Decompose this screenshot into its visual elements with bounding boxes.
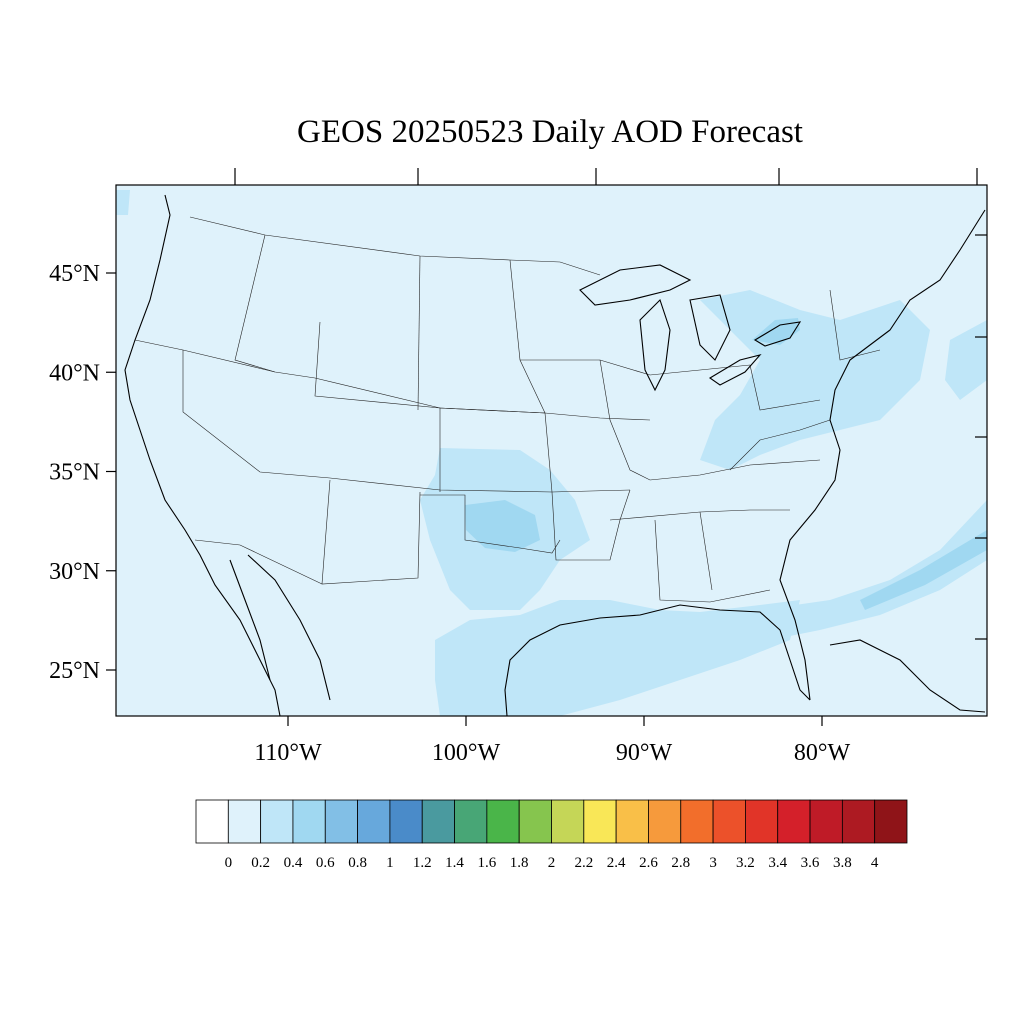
lat-tick-label: 40°N	[49, 360, 100, 386]
colorbar-swatch	[486, 799, 520, 844]
colorbar-swatch	[777, 799, 811, 844]
lake-huron	[689, 294, 731, 361]
lon-tick-label: 80°W	[794, 740, 851, 766]
colorbar-tick-label: 1	[386, 855, 394, 871]
lake-ontario	[753, 321, 802, 347]
colorbar-swatch	[712, 799, 746, 844]
atlantic-coastline	[779, 209, 986, 701]
aod-plume-oklahoma-core	[465, 500, 540, 552]
map-area	[116, 185, 987, 716]
lat-tick-label: 30°N	[49, 559, 100, 585]
mexico-west-coastline	[247, 554, 331, 701]
colorbar-tick-label: 0	[225, 855, 233, 871]
aod-plume-north-atlantic	[945, 320, 987, 400]
colorbar-tick-label: 2	[548, 855, 556, 871]
top-axis-ticks	[234, 168, 978, 185]
colorbar-tick-label: 2.8	[671, 855, 690, 871]
colorbar-tick-label: 3.8	[833, 855, 852, 871]
colorbar-tick-label: 3.2	[736, 855, 755, 871]
lake-erie	[708, 354, 762, 386]
colorbar-swatch	[615, 799, 649, 844]
colorbar-swatch	[421, 799, 455, 844]
lat-tick-label: 45°N	[49, 261, 100, 287]
caribbean-islands	[829, 639, 986, 713]
colorbar-swatch	[389, 799, 423, 844]
coastlines	[124, 194, 986, 716]
colorbar-tick-label: 0.8	[348, 855, 367, 871]
colorbar	[195, 799, 908, 844]
colorbar-swatch	[260, 799, 294, 844]
colorbar-swatch	[583, 799, 617, 844]
colorbar-swatch	[745, 799, 779, 844]
colorbar-tick-label: 0.4	[284, 855, 303, 871]
colorbar-tick-label: 2.4	[607, 855, 626, 871]
colorbar-swatch	[809, 799, 843, 844]
baja-coastline	[229, 559, 271, 681]
map-frame	[115, 184, 988, 717]
colorbar-tick-label: 1.8	[510, 855, 529, 871]
colorbar-swatch	[518, 799, 552, 844]
colorbar-tick-label: 2.2	[574, 855, 593, 871]
lon-tick-label: 110°W	[254, 740, 322, 766]
colorbar-swatch	[195, 799, 229, 844]
lake-michigan	[639, 298, 671, 392]
colorbar-swatch	[227, 799, 262, 844]
west-coastline	[124, 194, 281, 716]
colorbar-tick-label: 0.2	[251, 855, 270, 871]
aod-plume-northeast	[700, 290, 930, 470]
colorbar-tick-label: 3.6	[801, 855, 820, 871]
colorbar-swatch	[292, 799, 326, 844]
lat-tick-label: 25°N	[49, 658, 100, 684]
lake-superior	[579, 264, 692, 306]
aod-plume-northwest	[116, 190, 130, 215]
colorbar-tick-label: 1.2	[413, 855, 432, 871]
colorbar-tick-label: 1.6	[477, 855, 496, 871]
colorbar-swatch	[648, 799, 682, 844]
colorbar-tick-label: 3	[709, 855, 717, 871]
aod-plumes	[116, 190, 987, 716]
lon-tick-label: 100°W	[432, 740, 501, 766]
colorbar-tick-label: 1.4	[445, 855, 464, 871]
right-axis-ticks	[975, 234, 987, 640]
gulf-coastline	[504, 604, 811, 716]
colorbar-swatch	[551, 799, 585, 844]
colorbar-tick-label: 0.6	[316, 855, 335, 871]
colorbar-swatch	[680, 799, 714, 844]
colorbar-swatch	[357, 799, 391, 844]
aod-plume-gulf	[435, 600, 800, 716]
lon-tick-label: 90°W	[616, 740, 673, 766]
colorbar-swatch	[454, 799, 488, 844]
colorbar-tick-label: 4	[871, 855, 879, 871]
colorbar-tick-label: 3.4	[768, 855, 787, 871]
colorbar-swatch	[324, 799, 358, 844]
state-boundaries	[134, 216, 881, 603]
lat-tick-label: 35°N	[49, 460, 100, 486]
colorbar-swatch	[841, 799, 876, 844]
aod-plume-atlantic-core	[860, 530, 987, 610]
aod-plume-atlantic	[760, 500, 987, 640]
longitude-axis: 110°W 100°W 90°W 80°W	[254, 716, 850, 766]
latitude-axis: 45°N 40°N 35°N 30°N 25°N	[49, 261, 116, 684]
colorbar-labels: 0 0.2 0.4 0.6 0.8 1 1.2 1.4 1.6 1.8 2 2.2 2.4 2.6 2.8 3…	[225, 855, 879, 871]
colorbar-swatch	[874, 799, 908, 844]
colorbar-tick-label: 2.6	[639, 855, 658, 871]
map-title: GEOS 20250523 Daily AOD Forecast	[297, 114, 803, 150]
